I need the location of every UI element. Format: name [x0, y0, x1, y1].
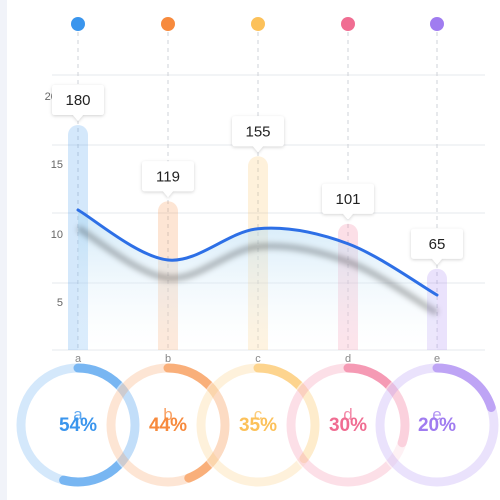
value-label-box: [411, 228, 463, 265]
ring-percent-label: 30%: [329, 415, 367, 436]
ring-backdrop: [105, 362, 231, 488]
value-label: 180: [65, 92, 90, 109]
x-tick-label: a: [75, 353, 82, 365]
x-tick-label: e: [434, 353, 440, 365]
value-label: 65: [429, 236, 446, 253]
ring-percent-label: 54%: [59, 415, 97, 436]
ring-backdrop: [285, 362, 411, 488]
ring-percent-label: 44%: [149, 415, 187, 436]
trend-line-series: [76, 208, 439, 316]
y-tick-label: 15: [51, 159, 63, 171]
legend-dot-d: [341, 17, 355, 31]
ring-percent-label: 35%: [239, 415, 277, 436]
value-label-box: [232, 116, 284, 153]
trend-line: [76, 208, 439, 297]
value-label: 155: [245, 123, 270, 140]
x-tick-label: d: [345, 353, 351, 365]
left-border-strip: [0, 0, 7, 500]
percent-ring-e: e20%: [374, 362, 500, 488]
ring-category-label: e: [432, 405, 441, 424]
legend-dot-c: [251, 17, 265, 31]
ring-backdrop: [195, 362, 321, 488]
x-tick-label: c: [255, 353, 261, 365]
y-tick-label: 10: [51, 229, 63, 241]
legend-dots: [71, 17, 444, 31]
legend-dot-e: [430, 17, 444, 31]
y-tick-label: 5: [57, 297, 63, 309]
ring-backdrop: [15, 362, 141, 488]
value-label-box: [52, 85, 104, 121]
ring-category-label: d: [343, 405, 352, 424]
ring-category-label: b: [163, 405, 172, 424]
x-tick-label: b: [165, 353, 171, 365]
y-axis-ticks: 20015105: [45, 91, 63, 309]
ring-category-label: a: [73, 405, 83, 424]
legend-dot-a: [71, 17, 85, 31]
ring-category-label: c: [254, 405, 263, 424]
ring-progress: [375, 363, 499, 487]
ring-backdrop: [374, 362, 500, 488]
percent-rings: a54% b44% c35% d30% e20%: [15, 362, 500, 488]
value-label-box: [142, 161, 194, 198]
trend-line-shadow: [76, 225, 439, 316]
value-label-box: [322, 183, 374, 220]
ring-percent-label: 20%: [418, 415, 456, 436]
x-axis-ticks: a b c d e: [75, 353, 440, 365]
value-label: 119: [156, 168, 180, 185]
value-label: 101: [335, 191, 360, 208]
legend-dot-b: [161, 17, 175, 31]
value-labels: 180 119 155 101 65: [52, 85, 463, 265]
